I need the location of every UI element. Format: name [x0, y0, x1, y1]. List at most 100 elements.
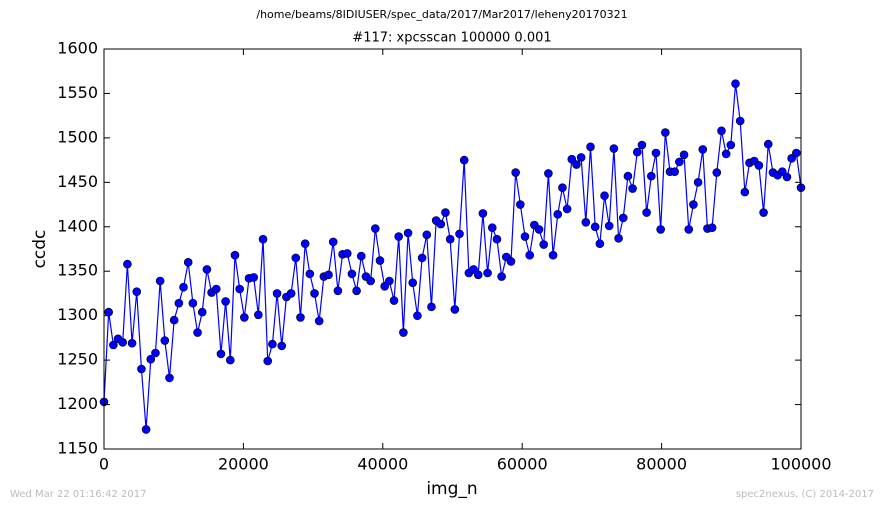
data-point [553, 210, 563, 219]
data-point [600, 191, 609, 200]
x-tick-label: 40000 [357, 455, 408, 474]
data-point [104, 307, 113, 317]
data-point [174, 298, 184, 308]
data-point [193, 328, 202, 337]
x-tick-label: 0 [99, 455, 109, 474]
data-point [483, 268, 492, 278]
data-point [202, 265, 212, 274]
data-point [188, 298, 198, 308]
data-point [614, 234, 623, 243]
data-point [609, 144, 619, 153]
suptitle: /home/beams/8IDIUSER/spec_data/2017/Mar2… [256, 8, 627, 21]
data-point [539, 240, 549, 249]
data-point [127, 338, 137, 348]
data-point [291, 253, 301, 263]
data-point [366, 276, 375, 286]
data-point [155, 276, 165, 286]
data-point [459, 155, 469, 165]
chart-title: #117: xpcsscan 100000 0.001 [352, 31, 551, 46]
data-point [497, 272, 506, 281]
x-axis-label: img_n [426, 479, 477, 499]
data-point [272, 289, 282, 298]
data-point [516, 200, 525, 209]
data-point [221, 297, 230, 306]
footer-left: Wed Mar 22 01:16:42 2017 [10, 489, 146, 500]
data-point [277, 341, 287, 351]
data-point [375, 256, 385, 265]
data-point [487, 223, 497, 232]
data-point [544, 169, 553, 178]
data-point [226, 355, 235, 365]
data-point [675, 157, 684, 167]
data-point [698, 145, 708, 154]
data-point [759, 208, 768, 217]
data-point [109, 340, 118, 350]
data-point [151, 348, 160, 358]
data-point [300, 239, 310, 248]
data-point [656, 225, 665, 234]
data-point [385, 276, 394, 286]
data-point [333, 286, 343, 296]
data-point [670, 167, 679, 176]
data-point [792, 148, 801, 158]
data-point [249, 273, 258, 282]
y-tick-label: 1300 [57, 305, 98, 324]
data-point [230, 250, 240, 260]
data-point [450, 305, 460, 314]
data-point [618, 213, 628, 223]
y-tick-label: 1200 [57, 394, 98, 413]
data-point [324, 270, 333, 280]
data-point [506, 257, 516, 266]
footer-right: spec2nexus, (C) 2014-2017 [736, 489, 874, 500]
y-tick-label: 1500 [57, 127, 98, 146]
data-point [684, 225, 694, 234]
data-point [356, 251, 366, 261]
data-point [712, 168, 722, 177]
data-point [492, 234, 502, 244]
data-point [254, 310, 263, 320]
data-point [548, 250, 558, 260]
data-point [661, 128, 670, 137]
data-point [342, 249, 352, 258]
data-point [179, 282, 188, 292]
data-point [455, 229, 464, 239]
data-point [183, 258, 193, 267]
data-point [604, 221, 614, 231]
data-point [595, 239, 605, 248]
data-point [693, 178, 703, 187]
data-point [286, 289, 296, 298]
data-point [441, 208, 450, 217]
data-point [132, 287, 142, 296]
data-point [394, 232, 404, 241]
data-point [403, 228, 413, 238]
data-point [263, 356, 273, 366]
data-point [511, 168, 520, 177]
x-tick-label: 80000 [636, 455, 687, 474]
data-point [389, 296, 399, 305]
data-point [310, 289, 319, 298]
x-tick-label: 20000 [218, 455, 269, 474]
y-tick-label: 1250 [57, 350, 98, 369]
data-point [371, 224, 380, 233]
data-point [268, 339, 277, 349]
data-point [160, 336, 170, 345]
y-tick-label: 1600 [57, 39, 98, 58]
data-point [216, 349, 226, 359]
data-point [141, 425, 151, 434]
data-point [408, 278, 418, 288]
data-point [235, 284, 244, 294]
data-point [240, 313, 249, 322]
data-point [413, 311, 422, 320]
y-tick-label: 1150 [57, 439, 98, 458]
y-tick-label: 1550 [57, 83, 98, 102]
data-point [417, 253, 427, 263]
y-tick-label: 1400 [57, 216, 98, 235]
data-point [445, 234, 455, 244]
data-point [647, 171, 656, 181]
data-point [576, 153, 586, 162]
data-point [328, 237, 338, 247]
data-point [581, 218, 591, 227]
data-point [137, 364, 146, 374]
data-point [721, 149, 731, 159]
